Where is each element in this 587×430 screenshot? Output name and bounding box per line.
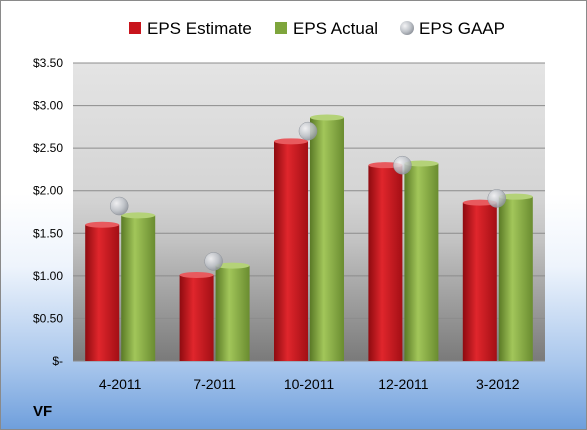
legend: EPS Estimate EPS Actual EPS GAAP — [129, 19, 505, 38]
bar-eps-estimate — [368, 165, 403, 361]
marker-eps-gaap — [487, 189, 507, 208]
legend-label: EPS Actual — [293, 19, 378, 38]
x-tick-label: 10-2011 — [284, 376, 335, 392]
bars — [85, 114, 533, 362]
bar-eps-actual-top — [310, 114, 344, 121]
bar-eps-actual — [310, 117, 344, 362]
x-tick-label: 4-2011 — [99, 376, 142, 392]
y-tick-label: $2.50 — [33, 141, 63, 155]
bar-eps-actual-top — [404, 160, 439, 167]
bar-eps-actual-top — [498, 193, 533, 200]
marker-eps-gaap — [298, 121, 318, 141]
x-tick-label: 3-2012 — [476, 376, 520, 392]
legend-label: EPS Estimate — [147, 19, 252, 38]
marker-eps-gaap — [393, 155, 412, 175]
y-tick-label: $1.50 — [33, 226, 63, 240]
marker-eps-gaap — [204, 252, 223, 271]
bar-eps-actual — [404, 163, 439, 361]
x-tick-label: 12-2011 — [378, 376, 429, 392]
bar-eps-actual-top — [215, 262, 250, 269]
bar-eps-estimate-top — [179, 272, 214, 279]
x-axis: 4-2011 7-2011 10-2011 12-2011 3-2012 — [99, 376, 520, 392]
legend-label: EPS GAAP — [419, 19, 505, 38]
y-tick-label: $1.00 — [33, 269, 63, 283]
y-tick-label: $3.50 — [33, 56, 63, 70]
y-tick-label: $3.00 — [33, 99, 63, 113]
y-axis: $- $0.50 $1.00 $1.50 $2.00 $2.50 $3.00 $3.50 — [33, 56, 63, 368]
bar-eps-estimate-top — [274, 138, 308, 145]
legend-swatch — [400, 21, 414, 35]
y-tick-label: $2.00 — [33, 184, 63, 198]
legend-item: EPS Estimate — [129, 19, 252, 38]
legend-item: EPS GAAP — [400, 19, 505, 38]
bar-eps-estimate — [85, 224, 120, 361]
bar-eps-estimate — [274, 141, 308, 361]
y-tick-label: $- — [52, 354, 63, 368]
legend-swatch — [129, 22, 141, 34]
ticker-label: VF — [33, 403, 53, 420]
bar-eps-estimate — [462, 202, 497, 361]
bar-eps-actual — [498, 196, 533, 361]
bar-eps-estimate-top — [85, 221, 120, 228]
legend-item: EPS Actual — [275, 19, 378, 38]
bar-eps-actual — [215, 265, 250, 361]
marker-eps-gaap — [109, 196, 129, 216]
bar-eps-actual — [121, 215, 156, 361]
bar-eps-actual-top — [121, 212, 156, 219]
x-tick-label: 7-2011 — [193, 376, 236, 392]
legend-swatch — [275, 22, 287, 34]
bar-eps-estimate — [179, 275, 214, 361]
y-tick-label: $0.50 — [33, 311, 63, 325]
